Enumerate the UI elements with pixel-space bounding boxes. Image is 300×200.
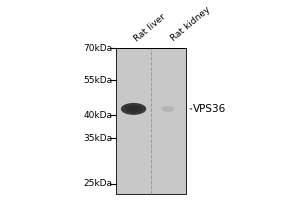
Text: 55kDa: 55kDa <box>83 76 113 85</box>
Text: 70kDa: 70kDa <box>83 44 113 53</box>
Ellipse shape <box>121 103 146 115</box>
Text: 35kDa: 35kDa <box>83 134 113 143</box>
Text: 25kDa: 25kDa <box>84 179 113 188</box>
Text: Rat kidney: Rat kidney <box>169 5 212 43</box>
Text: Rat liver: Rat liver <box>132 12 167 43</box>
FancyBboxPatch shape <box>116 48 186 194</box>
Ellipse shape <box>125 105 142 113</box>
Text: VPS36: VPS36 <box>193 104 226 114</box>
Ellipse shape <box>162 106 174 112</box>
Text: 40kDa: 40kDa <box>84 111 113 120</box>
Ellipse shape <box>128 107 139 111</box>
